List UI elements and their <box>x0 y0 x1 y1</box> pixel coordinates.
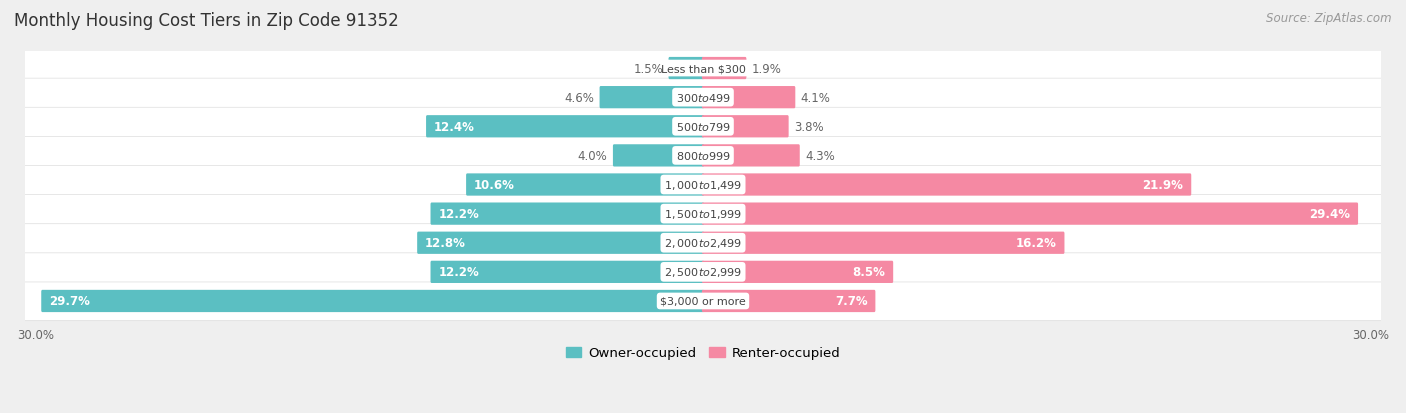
FancyBboxPatch shape <box>702 261 893 283</box>
Text: 12.4%: 12.4% <box>434 121 475 133</box>
FancyBboxPatch shape <box>613 145 704 167</box>
Text: 1.9%: 1.9% <box>752 62 782 75</box>
FancyBboxPatch shape <box>702 174 1191 196</box>
FancyBboxPatch shape <box>426 116 704 138</box>
Text: 16.2%: 16.2% <box>1015 237 1057 249</box>
FancyBboxPatch shape <box>21 282 1385 321</box>
FancyBboxPatch shape <box>702 58 747 80</box>
FancyBboxPatch shape <box>702 203 1358 225</box>
Text: 4.3%: 4.3% <box>806 150 835 162</box>
FancyBboxPatch shape <box>21 224 1385 263</box>
Text: Monthly Housing Cost Tiers in Zip Code 91352: Monthly Housing Cost Tiers in Zip Code 9… <box>14 12 399 30</box>
Text: $800 to $999: $800 to $999 <box>675 150 731 162</box>
FancyBboxPatch shape <box>467 174 704 196</box>
FancyBboxPatch shape <box>21 195 1385 234</box>
FancyBboxPatch shape <box>41 290 704 312</box>
Text: 1.5%: 1.5% <box>633 62 664 75</box>
Text: 10.6%: 10.6% <box>474 178 515 192</box>
Text: 29.4%: 29.4% <box>1309 208 1350 221</box>
FancyBboxPatch shape <box>21 253 1385 292</box>
FancyBboxPatch shape <box>702 232 1064 254</box>
Text: $500 to $799: $500 to $799 <box>675 121 731 133</box>
FancyBboxPatch shape <box>702 116 789 138</box>
Text: 21.9%: 21.9% <box>1143 178 1184 192</box>
Text: 3.8%: 3.8% <box>794 121 824 133</box>
FancyBboxPatch shape <box>430 261 704 283</box>
FancyBboxPatch shape <box>702 290 876 312</box>
Text: 4.6%: 4.6% <box>564 91 593 104</box>
FancyBboxPatch shape <box>702 145 800 167</box>
FancyBboxPatch shape <box>430 203 704 225</box>
Text: $300 to $499: $300 to $499 <box>675 92 731 104</box>
Text: $1,000 to $1,499: $1,000 to $1,499 <box>664 178 742 192</box>
Text: 29.7%: 29.7% <box>49 295 90 308</box>
FancyBboxPatch shape <box>21 79 1385 118</box>
Text: 4.1%: 4.1% <box>801 91 831 104</box>
Text: $1,500 to $1,999: $1,500 to $1,999 <box>664 208 742 221</box>
FancyBboxPatch shape <box>702 87 796 109</box>
FancyBboxPatch shape <box>599 87 704 109</box>
Text: $3,000 or more: $3,000 or more <box>661 296 745 306</box>
Text: 12.2%: 12.2% <box>439 208 479 221</box>
Text: 12.8%: 12.8% <box>425 237 465 249</box>
Text: $2,000 to $2,499: $2,000 to $2,499 <box>664 237 742 249</box>
Text: 4.0%: 4.0% <box>578 150 607 162</box>
Text: 12.2%: 12.2% <box>439 266 479 279</box>
FancyBboxPatch shape <box>21 108 1385 147</box>
FancyBboxPatch shape <box>21 137 1385 176</box>
FancyBboxPatch shape <box>418 232 704 254</box>
Text: 8.5%: 8.5% <box>852 266 886 279</box>
Text: 7.7%: 7.7% <box>835 295 868 308</box>
FancyBboxPatch shape <box>21 166 1385 205</box>
FancyBboxPatch shape <box>21 50 1385 88</box>
Text: $2,500 to $2,999: $2,500 to $2,999 <box>664 266 742 279</box>
Legend: Owner-occupied, Renter-occupied: Owner-occupied, Renter-occupied <box>560 341 846 365</box>
FancyBboxPatch shape <box>668 58 704 80</box>
Text: Less than $300: Less than $300 <box>661 64 745 74</box>
Text: Source: ZipAtlas.com: Source: ZipAtlas.com <box>1267 12 1392 25</box>
